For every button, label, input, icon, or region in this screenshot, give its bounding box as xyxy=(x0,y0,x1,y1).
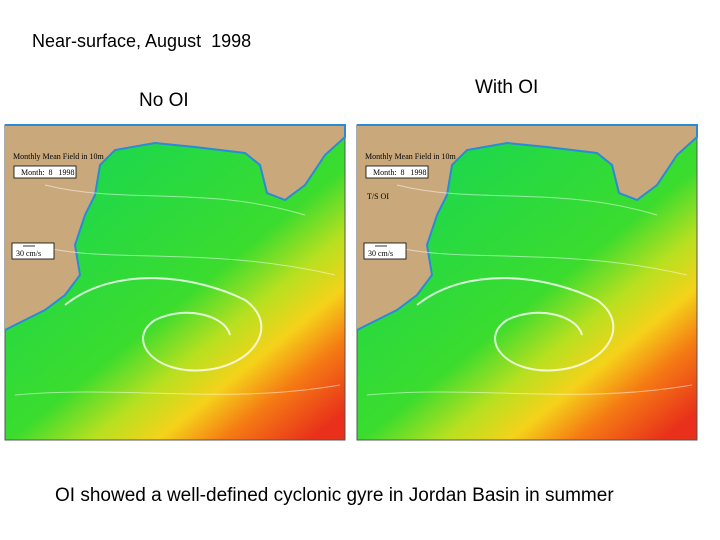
map-panel: Monthly Mean Field in 10m Month: 8 1998 … xyxy=(356,124,698,441)
field-label: Monthly Mean Field in 10m xyxy=(13,152,104,161)
field-label: Monthly Mean Field in 10m xyxy=(365,152,456,161)
scale-label: 30 cm/s xyxy=(16,249,41,258)
panel-note: T/S OI xyxy=(367,192,389,201)
scale-label: 30 cm/s xyxy=(368,249,393,258)
slide-title: Near-surface, August 1998 xyxy=(32,31,252,51)
caption: OI showed a well-defined cyclonic gyre i… xyxy=(55,485,614,506)
panel-heading: With OI xyxy=(475,77,539,98)
panel-heading: No OI xyxy=(139,90,189,111)
map-panel: Monthly Mean Field in 10m Month: 8 1998 … xyxy=(4,124,346,441)
month-label: Month: 8 1998 xyxy=(21,168,75,177)
month-label: Month: 8 1998 xyxy=(373,168,427,177)
